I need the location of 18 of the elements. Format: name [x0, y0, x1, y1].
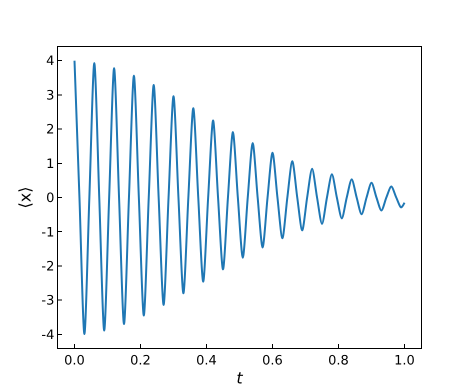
y-tick-label: -1 [41, 225, 54, 240]
y-tick-label: 2 [46, 122, 54, 138]
x-tick-label: 0.0 [64, 354, 85, 369]
y-tick-label: -3 [41, 294, 54, 309]
x-tick-label: 0.2 [130, 354, 151, 369]
x-axis-title: t [236, 368, 244, 388]
y-tick-label: -4 [41, 328, 54, 343]
x-tick-label: 1.0 [394, 354, 415, 369]
y-tick-label: 4 [46, 54, 54, 70]
line-series [74, 60, 406, 335]
y-tick-label: 0 [46, 191, 54, 206]
y-tick-label: 1 [46, 156, 54, 172]
x-tick-label: 0.4 [196, 354, 217, 369]
x-tick-label: 0.8 [328, 354, 349, 369]
y-axis-title: ⟨x⟩ [15, 186, 34, 208]
y-tick-label: 3 [46, 88, 54, 104]
y-tick-label: -2 [41, 259, 54, 274]
x-tick-label: 0.6 [262, 354, 283, 369]
